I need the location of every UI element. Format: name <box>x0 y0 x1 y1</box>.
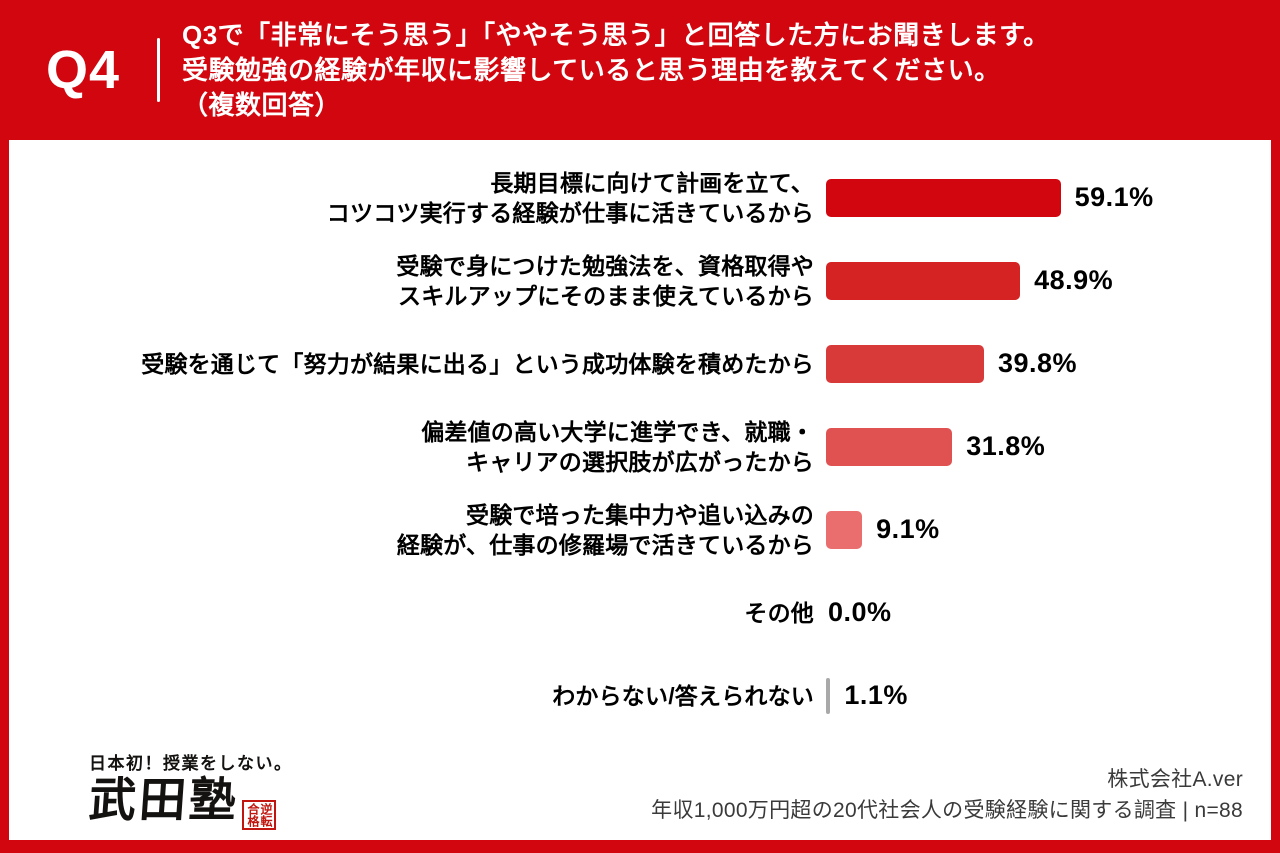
category-label: 受験を通じて「努力が結果に出る」という成功体験を積めたから <box>141 350 814 377</box>
category-label: 受験で培った集中力や追い込みの 経験が、仕事の修羅場で活きているから <box>396 501 814 558</box>
question-number: Q4 <box>45 40 121 100</box>
company-name: 株式会社A.ver <box>1107 768 1243 791</box>
value-label: 31.8% <box>966 431 1046 461</box>
footer: 日本初！授業をしない。 武田塾 逆転 合格 株式会社A.ver 年収1,000万… <box>9 725 1271 840</box>
takeda-juku-logo: 日本初！授業をしない。 武田塾 逆転 合格 <box>87 749 293 830</box>
chart-row: その他 0.0% <box>9 571 1271 654</box>
chart-row: 偏差値の高い大学に進学でき、就職・ キャリアの選択肢が広がったから 31.8% <box>9 405 1271 488</box>
question-header: Q4 Q3で「非常にそう思う」「ややそう思う」と回答した方にお聞きします。 受験… <box>9 0 1271 140</box>
value-label: 1.1% <box>844 680 908 710</box>
chart-row: 受験で培った集中力や追い込みの 経験が、仕事の修羅場で活きているから 9.1% <box>9 488 1271 571</box>
source-line: 年収1,000万円超の20代社会人の受験経験に関する調査 | n=88 <box>651 799 1243 822</box>
logo-brand-text: 武田塾 <box>87 775 241 827</box>
chart-row: わからない/答えられない 1.1% <box>9 654 1271 737</box>
bar <box>826 427 953 466</box>
category-label: 受験で身につけた勉強法を、資格取得や スキルアップにそのまま使えているから <box>396 252 814 309</box>
logo-seal-stamp: 逆転 合格 <box>242 800 276 830</box>
survey-source: 株式会社A.ver 年収1,000万円超の20代社会人の受験経験に関する調査 |… <box>651 764 1243 826</box>
category-label: わからない/答えられない <box>552 682 814 709</box>
chart-row: 受験を通じて「努力が結果に出る」という成功体験を積めたから 39.8% <box>9 322 1271 405</box>
value-label: 0.0% <box>828 597 892 627</box>
chart-row: 長期目標に向けて計画を立て、 コツコツ実行する経験が仕事に活きているから 59.1… <box>9 156 1271 239</box>
seal-text-left: 合格 <box>246 803 260 827</box>
value-label: 39.8% <box>998 348 1078 378</box>
logo-tagline: 日本初！授業をしない。 <box>89 754 293 773</box>
bar <box>826 510 863 549</box>
bar <box>826 344 984 383</box>
category-label: 長期目標に向けて計画を立て、 コツコツ実行する経験が仕事に活きているから <box>326 169 814 226</box>
seal-text-right: 逆転 <box>259 803 273 827</box>
value-label: 59.1% <box>1074 182 1154 212</box>
bar-chart: 長期目標に向けて計画を立て、 コツコツ実行する経験が仕事に活きているから 59.1… <box>9 140 1271 737</box>
bar <box>826 677 831 714</box>
value-label: 9.1% <box>876 514 940 544</box>
header-divider <box>157 38 160 102</box>
question-text: Q3で「非常にそう思う」「ややそう思う」と回答した方にお聞きします。 受験勉強の… <box>182 19 1050 120</box>
category-label: 偏差値の高い大学に進学でき、就職・ キャリアの選択肢が広がったから <box>421 418 814 475</box>
value-label: 48.9% <box>1034 265 1114 295</box>
category-label: その他 <box>744 599 814 626</box>
chart-row: 受験で身につけた勉強法を、資格取得や スキルアップにそのまま使えているから 48.… <box>9 239 1271 322</box>
bar <box>826 261 1021 300</box>
bar <box>826 178 1061 217</box>
